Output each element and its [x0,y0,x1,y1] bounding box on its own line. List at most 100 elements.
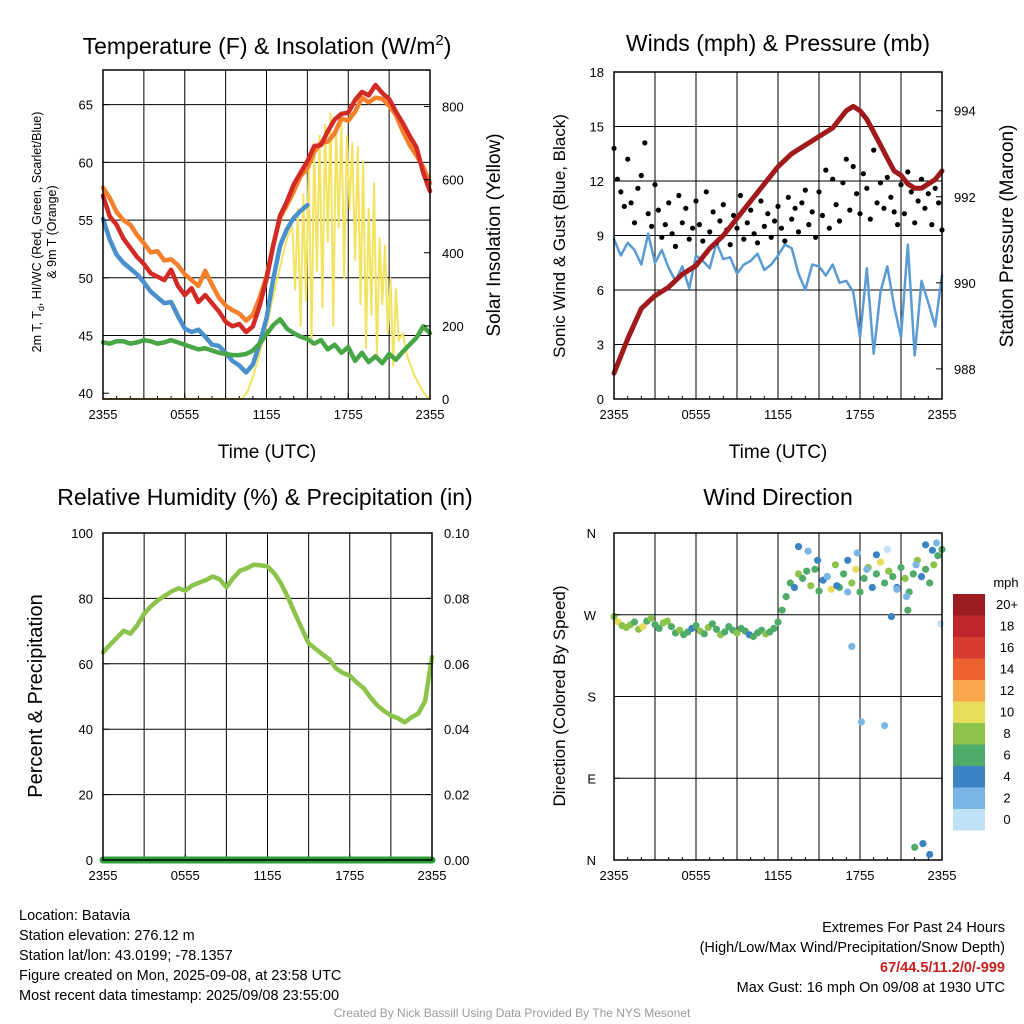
direction-point [930,561,938,569]
colorbar-label: 10 [1000,705,1014,720]
y2-tick-label: 990 [954,276,976,291]
gust-point [614,176,621,182]
direction-point [872,570,881,578]
gust-point [618,189,624,195]
direction-point [937,620,945,628]
direction-point [844,556,852,564]
gust-point [802,187,808,193]
direction-point [857,718,866,726]
gust-point [625,156,631,162]
direction-point [833,582,841,590]
y-tick-label: W [584,608,597,623]
direction-point [831,561,840,569]
direction-point [853,549,861,557]
colorbar-label: 2 [1003,791,1010,806]
gust-point [679,220,685,226]
y2-tick-label: 992 [954,190,976,205]
gust-point [843,156,849,162]
plot-border [102,532,433,861]
y-tick-label: N [587,526,596,541]
gust-point [792,205,798,211]
colorbar-swatch [953,658,985,680]
y-tick-label: 100 [71,526,93,541]
gust-point [775,203,781,209]
direction-point [667,623,676,631]
series-line-hiwc [100,202,310,375]
direction-point [844,588,852,596]
x-tick-label: 1755 [846,868,875,883]
gust-point [860,171,867,177]
direction-point [692,622,700,630]
elevation-text: Station elevation: 276.12 m [19,928,195,944]
colorbar-label: 16 [1000,640,1014,655]
y-tick-label: 12 [590,174,604,189]
direction-point [663,617,671,625]
direction-point [655,624,663,633]
gust-point [645,211,651,217]
colorbar-label: 20+ [996,597,1018,612]
direction-point [911,843,919,851]
gust-point [936,200,942,206]
x-tick-label: 2355 [928,868,957,883]
colorbar-swatch [953,615,985,637]
direction-point [794,543,803,551]
gust-point [912,220,918,226]
gust-point [717,218,723,224]
gust-point [823,167,829,173]
y2-tick-label: 400 [442,246,464,261]
chart-title: Winds (mph) & Pressure (mb) [626,30,930,56]
direction-point [926,579,934,587]
gust-point [884,174,890,180]
y-tick-label: 40 [79,386,93,401]
gust-point [867,216,873,222]
direction-point [811,565,819,573]
direction-point [889,573,897,581]
x-axis-label: Time (UTC) [218,442,317,463]
direction-point [712,625,721,633]
y-label-subscript: d [36,306,46,311]
colorbar-unit: mph [993,575,1018,590]
gust-point [649,223,655,229]
gust-point [652,182,658,188]
direction-point [872,551,881,559]
x-tick-label: 1755 [335,868,364,883]
gust-point [662,222,668,228]
y-tick-label: 0 [597,392,604,407]
x-tick-label: 2355 [928,407,957,422]
pressure-line [611,103,945,376]
direction-point [708,620,717,628]
x-tick-label: 0555 [682,407,711,422]
gust-point [642,140,648,146]
y2-tick-label: 200 [442,319,464,334]
gust-point [778,225,785,231]
y2-tick-label: 0.08 [444,591,469,606]
direction-point [917,573,926,581]
gust-point [871,147,877,153]
y-tick-label: 50 [79,271,93,286]
colorbar-swatch [953,809,985,831]
station-info: Location: Batavia Station elevation: 276… [19,906,341,1006]
gust-point [754,240,761,246]
gust-point [696,222,703,228]
gust-point [836,218,843,224]
x-tick-label: 1755 [846,407,875,422]
colorbar-label: 8 [1003,726,1010,741]
title-superscript: 2 [435,32,443,49]
humidity-panel: 2355 0555 1155 1755 23550204060801000.000.02… [25,484,473,883]
gust-point [761,223,767,229]
direction-point [887,613,896,621]
gust-point [751,231,757,237]
y2-tick-label: 800 [442,100,464,115]
title-part: ) [444,33,452,59]
gust-point [795,229,802,235]
gust-point [895,222,901,228]
direction-point [721,628,729,636]
x-tick-label: 1155 [254,868,282,883]
y2-tick-label: 0.04 [444,722,469,737]
y-tick-label: 15 [590,120,604,135]
direction-point [881,579,889,587]
gust-point [707,229,713,235]
direction-point [897,563,905,572]
wind-speed-line [612,232,944,357]
